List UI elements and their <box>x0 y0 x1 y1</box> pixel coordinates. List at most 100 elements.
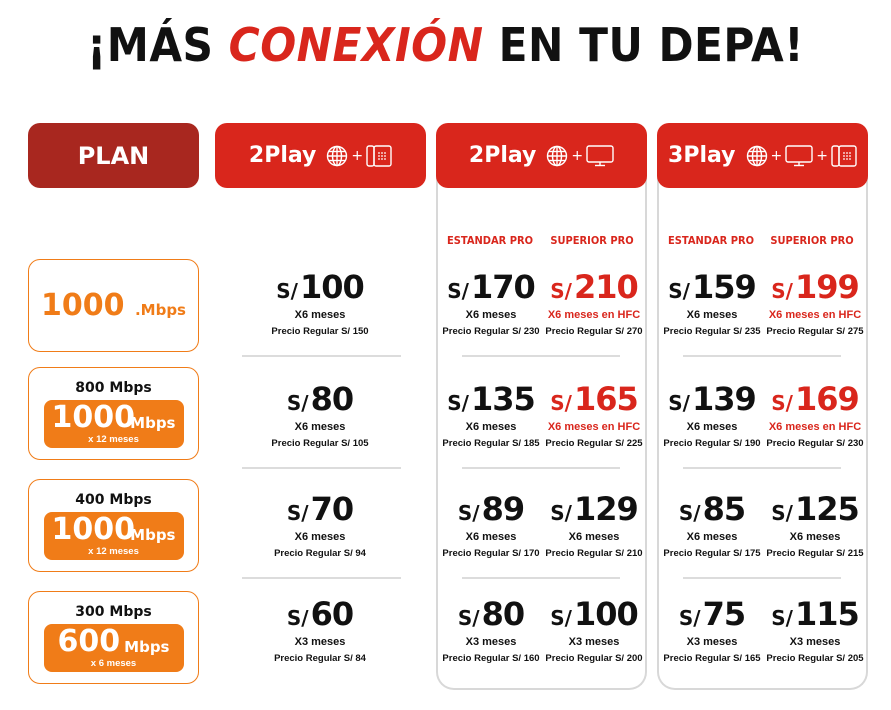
regular-price: Precio Regular S/ 185 <box>442 438 540 449</box>
price-amount: 70 <box>310 490 355 528</box>
globe-icon <box>327 145 348 166</box>
row-divider <box>242 577 401 579</box>
price-term: X3 meses <box>568 636 620 648</box>
regular-price: Precio Regular S/ 150 <box>271 326 369 337</box>
row-divider <box>462 577 620 579</box>
header-label: 2Play <box>468 143 537 168</box>
price-term: X6 meses <box>686 531 738 543</box>
header-plan: PLAN <box>28 123 199 188</box>
price-term: X3 meses <box>789 636 841 648</box>
price-cell: S/60 X3 meses Precio Regular S/ 84 <box>265 597 375 665</box>
plan-card-1000: 1000 .Mbps <box>28 259 199 352</box>
regular-price: Precio Regular S/ 170 <box>442 548 540 559</box>
price-amount: 210 <box>573 268 639 306</box>
price-cell: S/159 X6 meses Precio Regular S/ 235 <box>657 270 767 338</box>
price-cell: S/169 X6 meses en HFC Precio Regular S/ 23… <box>760 382 870 450</box>
title-suffix: EN TU DEPA! <box>483 18 804 72</box>
regular-price: Precio Regular S/ 84 <box>274 653 366 664</box>
regular-price: Precio Regular S/ 210 <box>545 548 643 559</box>
column-panel-3play <box>657 150 868 690</box>
promo-duration: x 12 meses <box>88 546 139 557</box>
price-amount: 159 <box>691 268 757 306</box>
title-accent: CONEXIÓN <box>228 18 484 72</box>
price-term: X6 meses <box>686 309 738 321</box>
price-cell: S/75 X3 meses Precio Regular S/ 165 <box>657 597 767 665</box>
price-cell: S/115 X3 meses Precio Regular S/ 205 <box>760 597 870 665</box>
regular-price: Precio Regular S/ 235 <box>663 326 761 337</box>
plan-card-300: 300 Mbps 600 Mbps x 6 meses <box>28 591 199 684</box>
promo-unit: Mbps <box>130 526 176 544</box>
regular-price: Precio Regular S/ 205 <box>766 653 864 664</box>
header-3play: 3Play + + <box>657 123 868 188</box>
promo-duration: x 6 meses <box>90 658 137 669</box>
plus-icon: + <box>351 147 364 164</box>
price-term: X6 meses <box>568 531 620 543</box>
regular-price: Precio Regular S/ 275 <box>766 326 864 337</box>
tier-label-superior: SUPERIOR PRO <box>770 234 854 247</box>
price-cell: S/165 X6 meses en HFC Precio Regular S/ 22… <box>539 382 649 450</box>
tier-label-standard: ESTANDAR PRO <box>446 234 534 247</box>
price-cell: S/129 X6 meses Precio Regular S/ 210 <box>539 492 649 560</box>
price-cell: S/199 X6 meses en HFC Precio Regular S/ 27… <box>760 270 870 338</box>
price-term: X3 meses <box>465 636 517 648</box>
price-cell: S/89 X6 meses Precio Regular S/ 170 <box>436 492 546 560</box>
price-cell: S/80 X6 meses Precio Regular S/ 105 <box>265 382 375 450</box>
tv-icon <box>586 144 614 166</box>
plan-promo-badge: 600 Mbps x 6 meses <box>43 624 184 672</box>
price-amount: 80 <box>481 595 526 633</box>
tier-label-standard: ESTANDAR PRO <box>667 234 755 247</box>
plan-old-speed: 400 Mbps <box>75 492 152 508</box>
plan-old-speed: 800 Mbps <box>75 380 152 396</box>
column-panel-2play-tv <box>436 150 647 690</box>
header-label: 3Play <box>668 143 736 168</box>
phone-icon <box>366 144 392 167</box>
promo-speed: 600 <box>57 624 121 659</box>
plan-promo-badge: 1000 Mbps x 12 meses <box>43 400 184 448</box>
row-divider <box>462 355 620 357</box>
globe-icon <box>547 145 568 166</box>
header-2play-phone: 2Play + <box>215 123 426 188</box>
page-title: ¡MÁS CONEXIÓN EN TU DEPA! <box>36 18 856 72</box>
price-term: X6 meses <box>686 421 738 433</box>
price-cell: S/170 X6 meses Precio Regular S/ 230 <box>436 270 546 338</box>
promo-speed: 1000 <box>51 400 136 435</box>
price-amount: 125 <box>794 490 860 528</box>
tv-icon <box>785 144 813 166</box>
regular-price: Precio Regular S/ 165 <box>663 653 761 664</box>
price-term: X6 meses <box>465 309 517 321</box>
price-amount: 165 <box>573 380 639 418</box>
price-term: X6 meses en HFC <box>547 421 641 433</box>
promo-speed: 1000 <box>51 512 136 547</box>
price-cell: S/80 X3 meses Precio Regular S/ 160 <box>436 597 546 665</box>
price-cell: S/139 X6 meses Precio Regular S/ 190 <box>657 382 767 450</box>
row-divider <box>242 467 401 469</box>
price-term: X6 meses <box>465 421 517 433</box>
price-amount: 129 <box>573 490 639 528</box>
price-amount: 100 <box>299 268 365 306</box>
price-term: X6 meses <box>294 421 346 433</box>
price-term: X6 meses <box>465 531 517 543</box>
regular-price: Precio Regular S/ 270 <box>545 326 643 337</box>
price-amount: 60 <box>310 595 355 633</box>
title-prefix: ¡MÁS <box>87 18 229 72</box>
price-amount: 199 <box>794 268 860 306</box>
row-divider <box>242 355 401 357</box>
price-term: X6 meses en HFC <box>768 309 862 321</box>
price-amount: 100 <box>573 595 639 633</box>
row-divider <box>683 355 841 357</box>
price-cell: S/135 X6 meses Precio Regular S/ 185 <box>436 382 546 450</box>
plan-promo-badge: 1000 Mbps x 12 meses <box>43 512 184 560</box>
plan-card-400: 400 Mbps 1000 Mbps x 12 meses <box>28 479 199 572</box>
price-amount: 115 <box>794 595 860 633</box>
price-term: X6 meses <box>789 531 841 543</box>
regular-price: Precio Regular S/ 230 <box>766 438 864 449</box>
promo-unit: Mbps <box>130 414 176 432</box>
plan-card-800: 800 Mbps 1000 Mbps x 12 meses <box>28 367 199 460</box>
plus-icon: + <box>770 147 783 164</box>
tier-label-superior: SUPERIOR PRO <box>550 234 634 247</box>
plan-old-speed: 300 Mbps <box>75 604 152 620</box>
header-label: 2Play <box>248 143 317 168</box>
price-cell: S/100 X3 meses Precio Regular S/ 200 <box>539 597 649 665</box>
header-2play-tv: 2Play + <box>436 123 647 188</box>
price-term: X3 meses <box>294 636 346 648</box>
